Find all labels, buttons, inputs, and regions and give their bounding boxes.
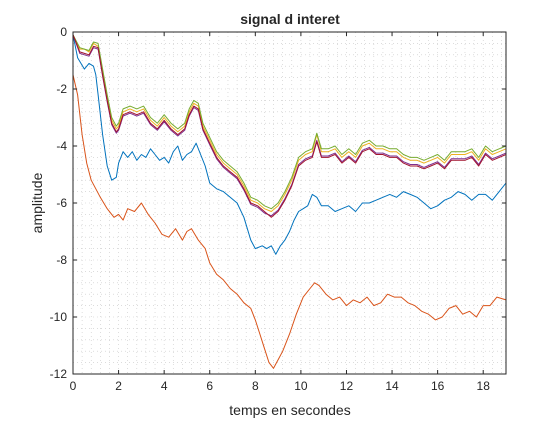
- x-axis-label: temps en secondes: [229, 402, 350, 418]
- x-tick-label: 4: [161, 379, 168, 393]
- series-line-3: [72, 34, 507, 212]
- y-tick-label: -6: [56, 196, 67, 210]
- x-tick-label: 8: [252, 379, 259, 393]
- x-tick-label: 0: [70, 379, 77, 393]
- y-tick-label: 0: [60, 25, 67, 39]
- y-tick-label: -4: [56, 139, 67, 153]
- series-layer: [72, 34, 507, 369]
- x-tick-label: 10: [294, 379, 308, 393]
- x-tick-label: 6: [206, 379, 213, 393]
- y-tick-label: -2: [56, 82, 67, 96]
- ticks: [72, 31, 506, 375]
- y-tick-labels: -12 -10 -8 -6 -4 -2 0: [50, 25, 68, 381]
- series-line-1: [72, 34, 507, 255]
- x-tick-label: 14: [385, 379, 399, 393]
- y-tick-label: -8: [56, 253, 67, 267]
- series-line-4: [72, 34, 507, 217]
- x-tick-label: 2: [115, 379, 122, 393]
- chart-title: signal d interet: [240, 11, 340, 27]
- x-tick-label: 16: [431, 379, 445, 393]
- x-tick-label: 18: [477, 379, 491, 393]
- series-line-6: [72, 34, 507, 218]
- series-line-5: [72, 34, 507, 210]
- series-line-2: [72, 74, 507, 369]
- y-tick-label: -12: [50, 367, 68, 381]
- x-tick-label: 12: [340, 379, 354, 393]
- minor-grid: [73, 32, 506, 374]
- y-axis-label: amplitude: [29, 172, 45, 233]
- x-tick-labels: 0 2 4 6 8 10 12 14 16 18: [70, 379, 491, 393]
- y-tick-label: -10: [50, 310, 68, 324]
